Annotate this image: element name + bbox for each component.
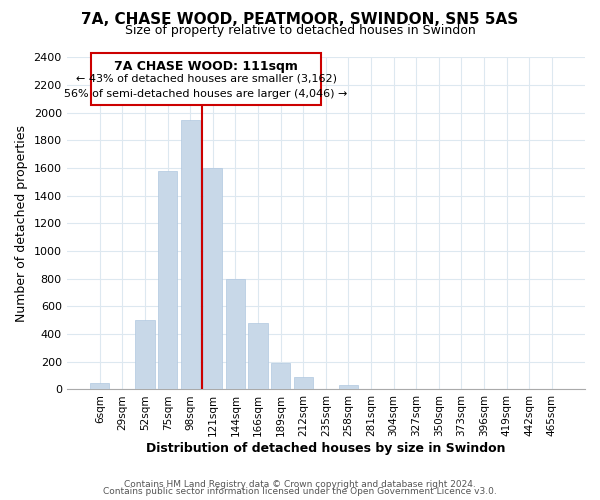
Bar	[136, 320, 155, 390]
Text: 56% of semi-detached houses are larger (4,046) →: 56% of semi-detached houses are larger (…	[64, 89, 348, 99]
Bar	[181, 120, 200, 390]
X-axis label: Distribution of detached houses by size in Swindon: Distribution of detached houses by size …	[146, 442, 506, 455]
Y-axis label: Number of detached properties: Number of detached properties	[15, 125, 28, 322]
Bar	[226, 278, 245, 390]
FancyBboxPatch shape	[91, 53, 322, 105]
Text: 7A CHASE WOOD: 111sqm: 7A CHASE WOOD: 111sqm	[114, 60, 298, 73]
Bar	[203, 168, 223, 390]
Text: 7A, CHASE WOOD, PEATMOOR, SWINDON, SN5 5AS: 7A, CHASE WOOD, PEATMOOR, SWINDON, SN5 5…	[82, 12, 518, 28]
Bar	[90, 382, 109, 390]
Bar	[271, 363, 290, 390]
Text: Size of property relative to detached houses in Swindon: Size of property relative to detached ho…	[125, 24, 475, 37]
Text: Contains HM Land Registry data © Crown copyright and database right 2024.: Contains HM Land Registry data © Crown c…	[124, 480, 476, 489]
Bar	[248, 323, 268, 390]
Text: ← 43% of detached houses are smaller (3,162): ← 43% of detached houses are smaller (3,…	[76, 74, 337, 84]
Bar	[339, 386, 358, 390]
Text: Contains public sector information licensed under the Open Government Licence v3: Contains public sector information licen…	[103, 487, 497, 496]
Bar	[293, 377, 313, 390]
Bar	[158, 172, 177, 390]
